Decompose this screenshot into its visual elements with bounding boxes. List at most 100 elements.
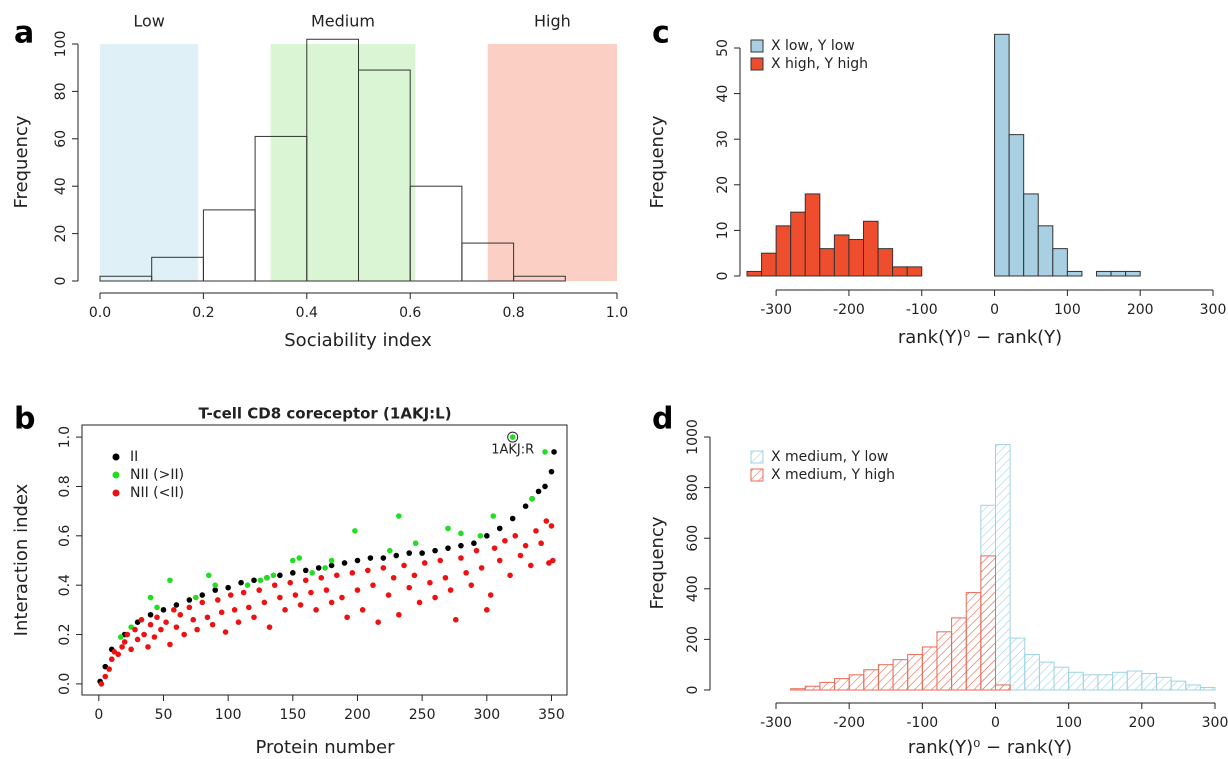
point xyxy=(138,616,145,623)
panel-letter: b xyxy=(14,402,35,437)
bar xyxy=(877,248,894,277)
point xyxy=(387,547,393,554)
bar xyxy=(761,252,777,277)
point xyxy=(160,607,167,613)
point xyxy=(154,604,160,611)
point xyxy=(296,555,303,561)
bar xyxy=(358,69,411,282)
legend-marker xyxy=(750,468,764,482)
point xyxy=(393,552,400,559)
point xyxy=(416,599,423,606)
bar xyxy=(833,234,850,277)
point xyxy=(390,574,397,581)
bar xyxy=(834,678,850,691)
point xyxy=(458,555,464,561)
point xyxy=(163,619,169,625)
bar xyxy=(1141,673,1157,691)
y-tick-label: 20 xyxy=(715,176,731,194)
bar xyxy=(1052,248,1068,277)
point xyxy=(385,592,392,598)
bar xyxy=(1155,676,1172,691)
x-tick-label: 0.6 xyxy=(399,305,421,321)
point xyxy=(119,644,125,650)
point xyxy=(447,587,454,593)
point xyxy=(341,560,348,566)
point xyxy=(432,594,438,601)
bar xyxy=(804,193,821,277)
y-tick-label: 40 xyxy=(53,177,69,195)
point xyxy=(549,557,556,564)
bar xyxy=(804,685,821,691)
point xyxy=(204,614,211,621)
y-axis-label: Frequency xyxy=(11,115,32,208)
bar xyxy=(461,242,515,282)
y-tick-label: 0 xyxy=(685,686,701,695)
point xyxy=(548,468,555,475)
point xyxy=(290,570,296,576)
y-tick-label: 800 xyxy=(685,474,701,501)
x-axis-label: rank(Y)⁰ − rank(Y) xyxy=(908,737,1072,758)
bar xyxy=(965,592,982,691)
point xyxy=(154,614,160,621)
y-axis-label: Frequency xyxy=(647,115,668,208)
legend-marker xyxy=(112,489,120,497)
point xyxy=(452,616,459,623)
point xyxy=(427,579,433,586)
x-axis-label: Sociability index xyxy=(284,330,432,351)
point xyxy=(339,594,345,601)
legend-label: X high, Y high xyxy=(771,56,868,72)
point xyxy=(246,604,252,611)
point xyxy=(290,557,296,564)
point xyxy=(517,552,524,559)
legend-marker xyxy=(750,450,764,464)
x-tick-label: 300 xyxy=(473,707,500,723)
point xyxy=(365,567,371,574)
x-tick-label: 0.2 xyxy=(192,305,214,321)
point xyxy=(432,547,438,554)
point xyxy=(412,540,419,547)
legend-marker xyxy=(750,39,764,53)
point xyxy=(478,565,485,571)
annotation: 1AKJ:R xyxy=(491,443,534,458)
point xyxy=(396,513,402,519)
bar xyxy=(848,239,864,277)
point xyxy=(199,599,206,606)
y-axis-label: Frequency xyxy=(647,516,668,609)
x-axis-label: Protein number xyxy=(255,737,395,758)
point xyxy=(551,449,557,455)
point xyxy=(318,574,325,581)
point xyxy=(522,542,529,549)
point xyxy=(147,621,154,628)
y-tick-label: 0 xyxy=(53,277,69,286)
point xyxy=(124,631,131,638)
bar xyxy=(863,220,879,277)
bar xyxy=(1009,637,1026,691)
point xyxy=(302,567,309,574)
chart-title: T-cell CD8 coreceptor (1AKJ:L) xyxy=(198,405,451,423)
y-tick-label: 1000 xyxy=(685,419,701,455)
bar xyxy=(1126,670,1143,691)
point xyxy=(509,434,516,440)
point xyxy=(502,537,508,544)
x-tick-label: 0.8 xyxy=(502,305,524,321)
point xyxy=(463,570,469,576)
region xyxy=(270,44,416,281)
point xyxy=(533,528,539,534)
point xyxy=(380,555,387,561)
x-tick-label: -100 xyxy=(906,715,938,731)
y-axis-label: Interaction index xyxy=(11,483,32,636)
point xyxy=(167,641,173,648)
point xyxy=(349,570,356,576)
x-tick-label: 100 xyxy=(1055,715,1082,731)
x-tick-label: 300 xyxy=(1202,715,1228,731)
bar xyxy=(1068,671,1084,691)
bar xyxy=(936,631,953,691)
x-tick-label: 150 xyxy=(279,707,306,723)
bar xyxy=(907,654,923,691)
point xyxy=(277,594,283,601)
point xyxy=(199,592,206,598)
point xyxy=(487,592,494,598)
y-tick-label: 0.2 xyxy=(57,623,73,645)
bar xyxy=(1110,270,1127,277)
